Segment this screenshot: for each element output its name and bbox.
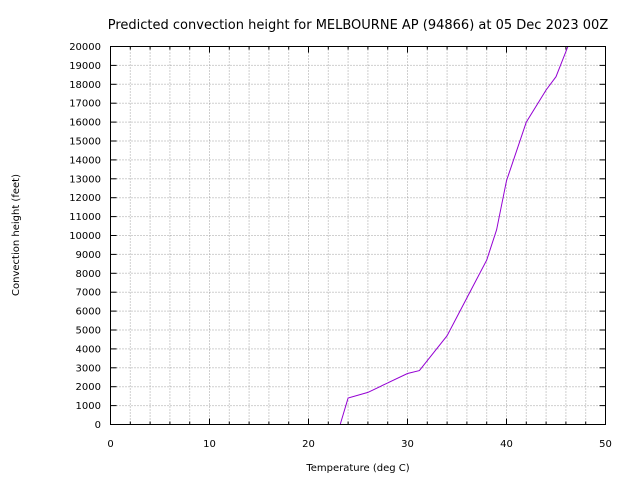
y-tick-label: 4000 — [76, 344, 101, 355]
y-tick-label: 2000 — [76, 382, 101, 393]
y-tick-label: 14000 — [69, 155, 101, 166]
y-tick-label: 9000 — [76, 250, 101, 261]
y-tick-label: 7000 — [76, 288, 101, 299]
x-tick-label: 30 — [401, 439, 414, 450]
y-tick-label: 8000 — [76, 269, 101, 280]
y-tick-label: 11000 — [69, 212, 101, 223]
plot-area-border — [110, 46, 606, 425]
x-tick-label: 50 — [599, 439, 612, 450]
series-layer — [339, 46, 569, 425]
y-tick-label: 17000 — [69, 99, 101, 110]
y-tick-label: 12000 — [69, 193, 101, 204]
y-tick-label: 15000 — [69, 137, 101, 148]
y-tick-label: 18000 — [69, 80, 101, 91]
y-tick-label: 16000 — [69, 118, 101, 129]
y-tick-label: 1000 — [76, 401, 101, 412]
y-tick-label: 19000 — [69, 61, 101, 72]
y-tick-label: 3000 — [76, 363, 101, 374]
y-tick-labels: 0 1000 2000 3000 4000 5000 6000 7000 8000 9000 100… — [69, 42, 101, 431]
y-tick-label: 13000 — [69, 174, 101, 185]
y-tick-label: 10000 — [69, 231, 101, 242]
y-tick-label: 6000 — [76, 307, 101, 318]
chart-title: Predicted convection height for MELBOURN… — [108, 18, 609, 33]
x-tick-label: 0 — [107, 439, 113, 450]
x-axis-label: Temperature (deg C) — [305, 463, 409, 474]
x-tick-label: 20 — [302, 439, 315, 450]
x-tick-label: 40 — [500, 439, 513, 450]
x-tick-labels: 0 10 20 30 40 50 — [107, 439, 612, 450]
series-line — [339, 46, 569, 425]
y-tick-label: 20000 — [69, 42, 101, 53]
x-tick-label: 10 — [203, 439, 216, 450]
y-axis-label: Convection height (feet) — [11, 174, 22, 296]
y-tick-label: 5000 — [76, 326, 101, 337]
y-tick-label: 0 — [95, 420, 101, 431]
grid-lines — [110, 46, 606, 425]
